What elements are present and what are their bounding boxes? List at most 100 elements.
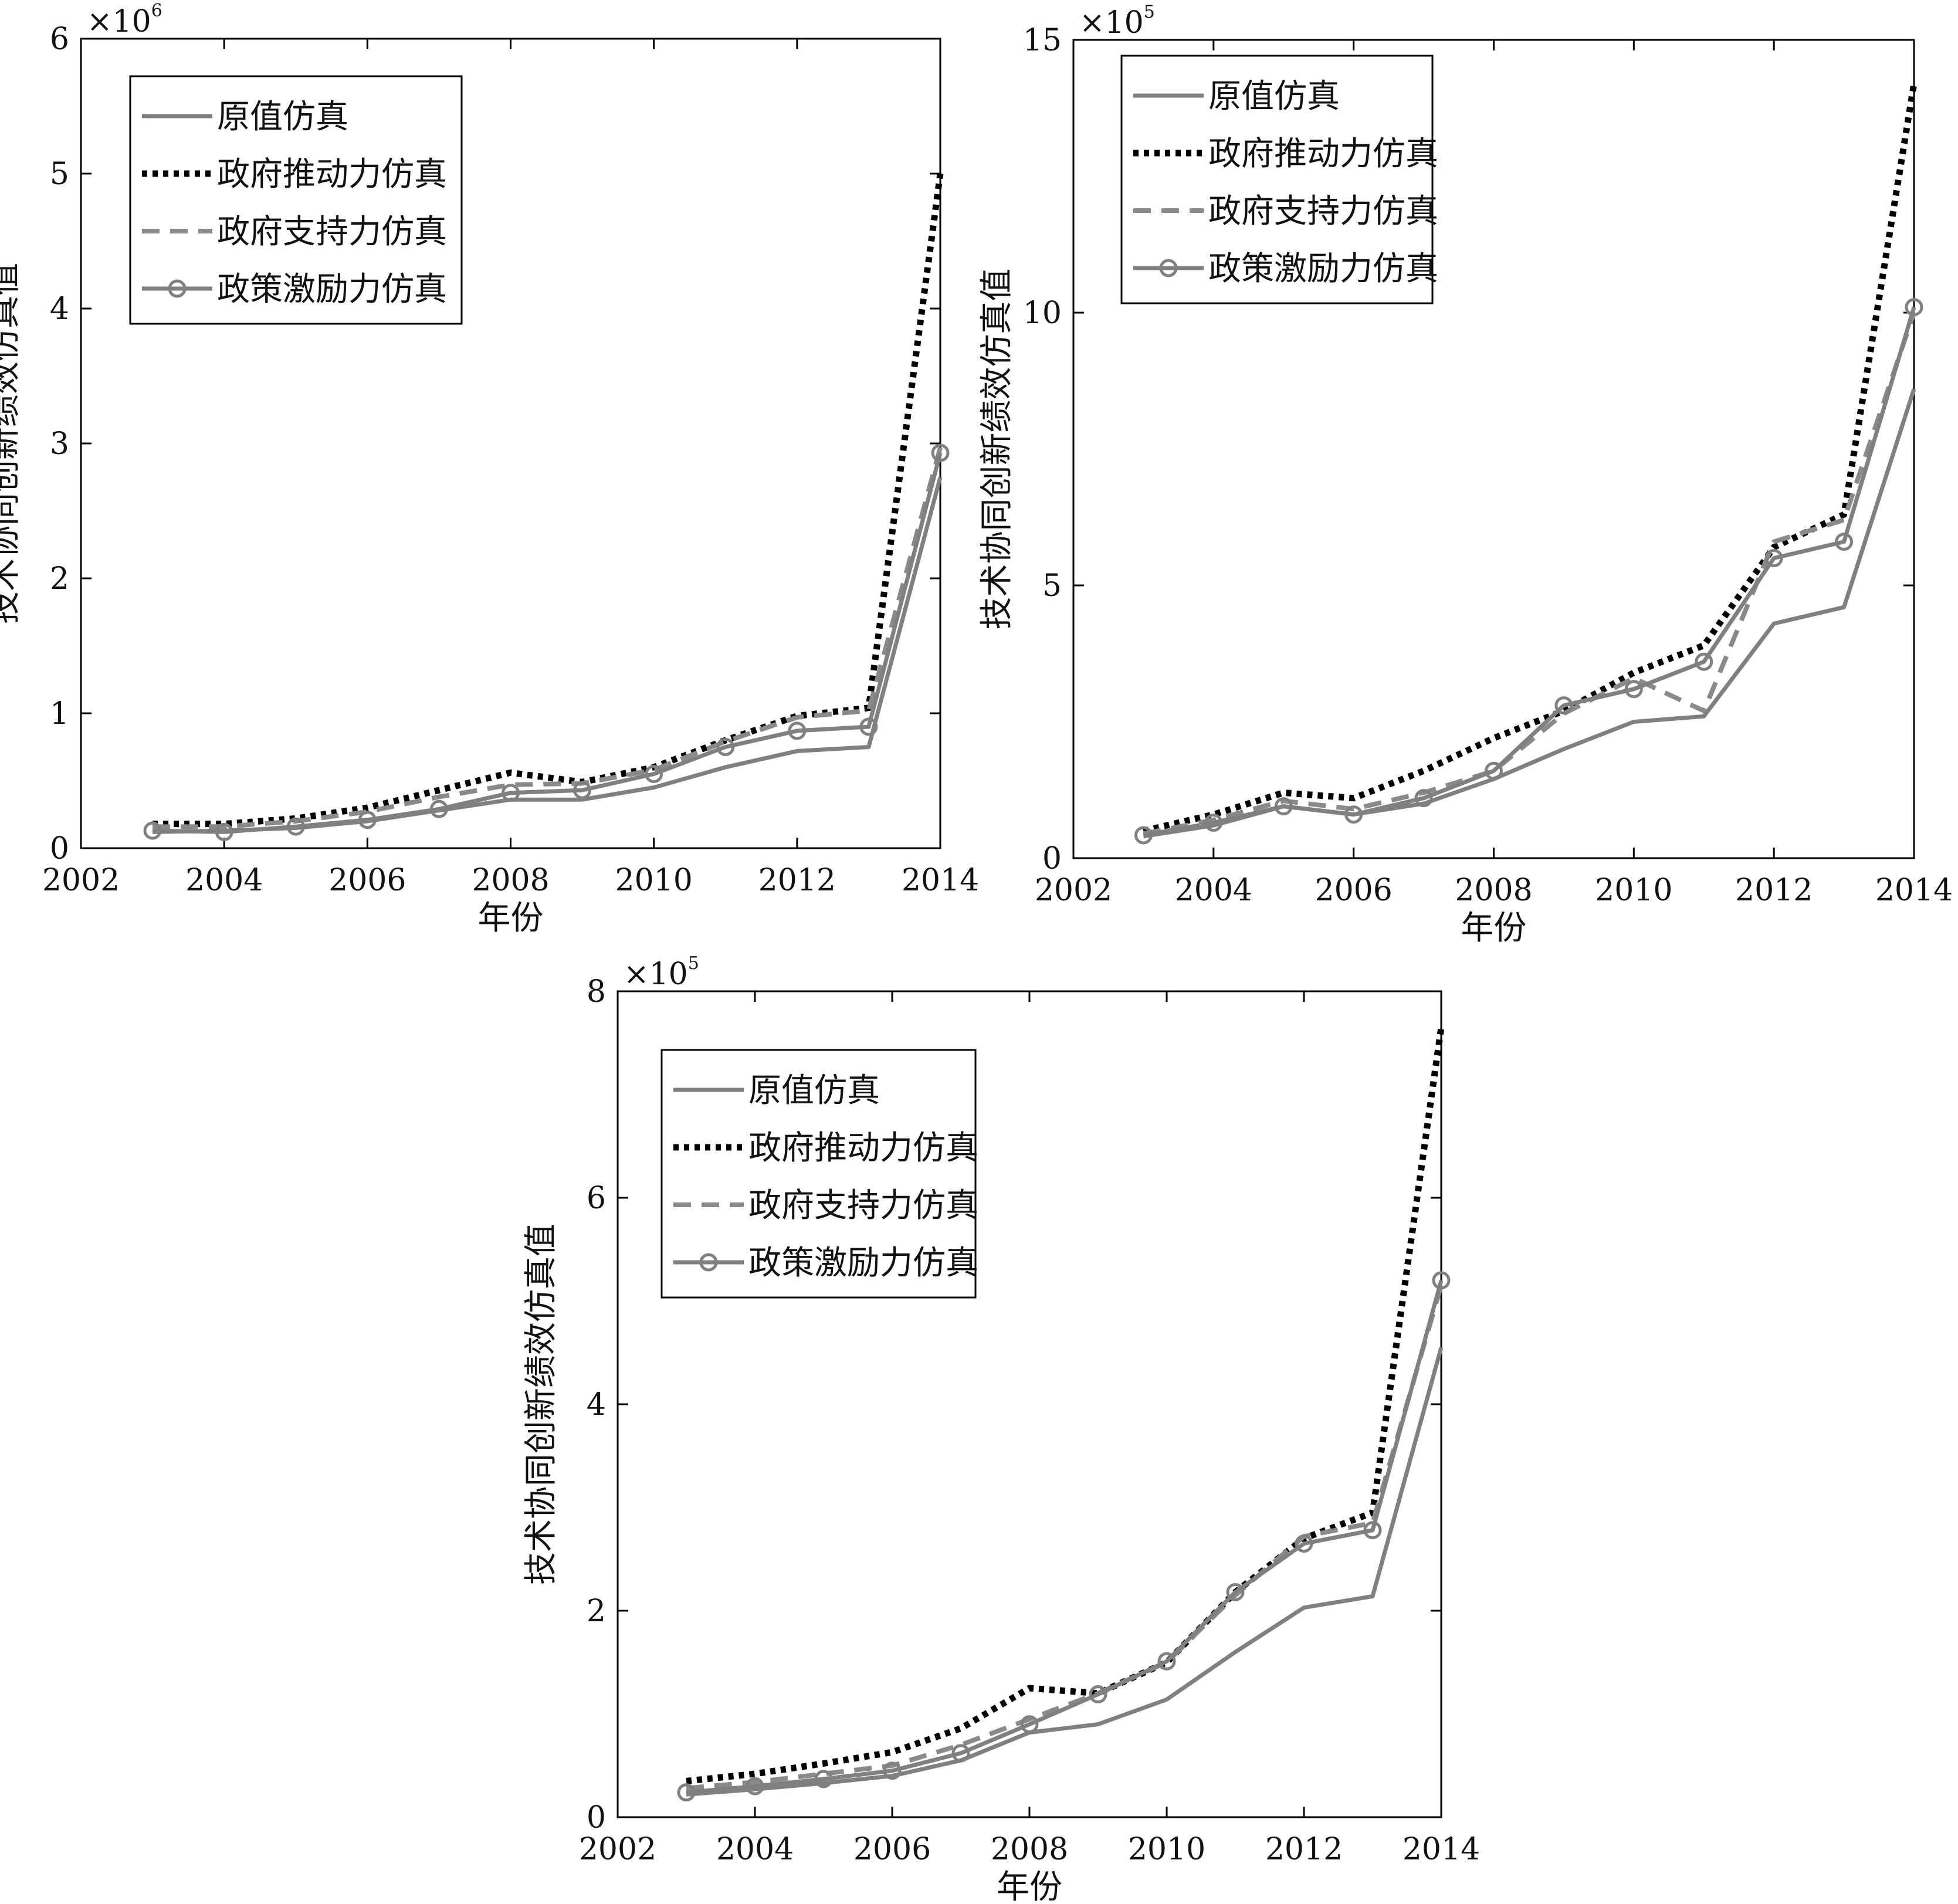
series-line-3 [1143, 311, 1916, 836]
x-tick-label: 2012 [1735, 873, 1813, 908]
legend-label: 政府推动力仿真 [217, 155, 447, 194]
series-point [1414, 789, 1433, 808]
x-axis-label: 年份 [1461, 909, 1527, 947]
series-point [931, 443, 950, 462]
legend-label: 原值仿真 [217, 98, 348, 136]
series-point [883, 1761, 902, 1780]
scale-base: ×10 [624, 957, 688, 992]
x-tick-label: 2014 [1403, 1832, 1480, 1867]
scale-exponent: 5 [1144, 2, 1155, 22]
series-line-2 [686, 1026, 1445, 1784]
x-tick-label: 2008 [472, 863, 549, 898]
y-tick-label: 5 [1042, 568, 1062, 604]
scale-multiplier: ×105 [624, 953, 699, 992]
series-point [1432, 1271, 1451, 1290]
series-point [1485, 761, 1503, 780]
series-point [286, 817, 305, 836]
chart-3: 2002 2004 2006 2008 2010 2012 2014 0 2 4 6 8 ×105 年份 技… [522, 953, 1480, 1904]
legend-label: 政府支持力仿真 [217, 213, 447, 251]
y-tick-label: 6 [587, 1181, 606, 1216]
series-point [1905, 298, 1923, 317]
scale-base: ×10 [87, 4, 151, 39]
y-tick-label: 8 [587, 974, 606, 1009]
y-tick-label: 3 [50, 426, 69, 462]
x-tick-label: 2004 [716, 1832, 794, 1867]
series-line-1 [686, 1347, 1444, 1797]
x-tick-label: 2014 [1875, 873, 1953, 908]
series-point [677, 1783, 696, 1802]
series-point [143, 821, 162, 840]
series-point [429, 799, 448, 818]
x-tick-label: 2012 [758, 863, 836, 898]
y-axis-label: 技术协同创新绩效仿真值 [978, 269, 1016, 630]
x-tick-label: 2002 [1035, 873, 1112, 908]
y-tick-label: 1 [50, 696, 69, 731]
series-line-2 [153, 173, 944, 828]
legend-label: 政策激励力仿真 [748, 1244, 978, 1282]
series-line-4 [1143, 306, 1916, 838]
series-point [1554, 696, 1573, 715]
legend-label: 原值仿真 [1208, 77, 1340, 116]
series-line-2 [1143, 83, 1918, 834]
y-axis-label: 技术协同创新绩效仿真值 [0, 263, 23, 624]
series-line-1 [153, 476, 943, 834]
series-point [1363, 1521, 1382, 1540]
x-tick-label: 2004 [1175, 873, 1252, 908]
series-point [1295, 1534, 1313, 1553]
series-point [1157, 1652, 1176, 1671]
x-tick-label: 2008 [991, 1832, 1068, 1867]
series-point [716, 738, 735, 756]
series-point [1226, 1583, 1245, 1601]
series-point [788, 721, 807, 740]
legend-marker [699, 1253, 718, 1272]
y-tick-label: 0 [50, 831, 69, 866]
series-point [1274, 797, 1293, 816]
y-tick-label: 2 [50, 561, 69, 597]
legend-label: 原值仿真 [748, 1072, 880, 1110]
series-point [1089, 1685, 1107, 1704]
scale-exponent: 5 [688, 953, 699, 974]
series-point [1695, 652, 1713, 671]
series-point [573, 781, 592, 799]
series-line-4 [686, 1279, 1444, 1795]
x-tick-label: 2012 [1265, 1832, 1343, 1867]
y-axis-label: 技术协同创新绩效仿真值 [522, 1224, 560, 1585]
y-tick-label: 2 [587, 1594, 606, 1629]
series-point [358, 811, 377, 829]
series-point [215, 822, 233, 841]
legend-label: 政府支持力仿真 [1208, 192, 1438, 231]
legend-label: 政府推动力仿真 [748, 1129, 978, 1167]
series-line-4 [153, 452, 943, 834]
y-tick-label: 5 [50, 157, 69, 192]
legend-marker [168, 279, 187, 298]
x-tick-label: 2010 [1128, 1832, 1205, 1867]
x-tick-label: 2008 [1455, 873, 1532, 908]
scale-base: ×10 [1079, 5, 1144, 40]
series-line-3 [686, 1285, 1444, 1791]
legend-label: 政策激励力仿真 [1208, 250, 1438, 288]
series-point [1835, 533, 1854, 551]
x-axis-label: 年份 [478, 899, 544, 937]
y-tick-label: 10 [1023, 296, 1062, 331]
y-tick-label: 0 [1042, 841, 1062, 876]
y-tick-label: 0 [587, 1800, 606, 1835]
legend-label: 政策激励力仿真 [217, 270, 447, 309]
y-tick-label: 15 [1023, 23, 1062, 58]
legend-label: 政府推动力仿真 [1208, 135, 1438, 173]
scale-multiplier: ×106 [87, 1, 162, 39]
series-point [859, 717, 878, 736]
series-point [746, 1777, 764, 1795]
y-tick-label: 4 [50, 292, 69, 327]
series-point [951, 1744, 970, 1763]
x-tick-label: 2010 [1595, 873, 1672, 908]
series-point [814, 1770, 833, 1788]
x-tick-label: 2002 [579, 1832, 656, 1867]
series-point [1764, 549, 1783, 567]
x-tick-label: 2006 [853, 1832, 931, 1867]
